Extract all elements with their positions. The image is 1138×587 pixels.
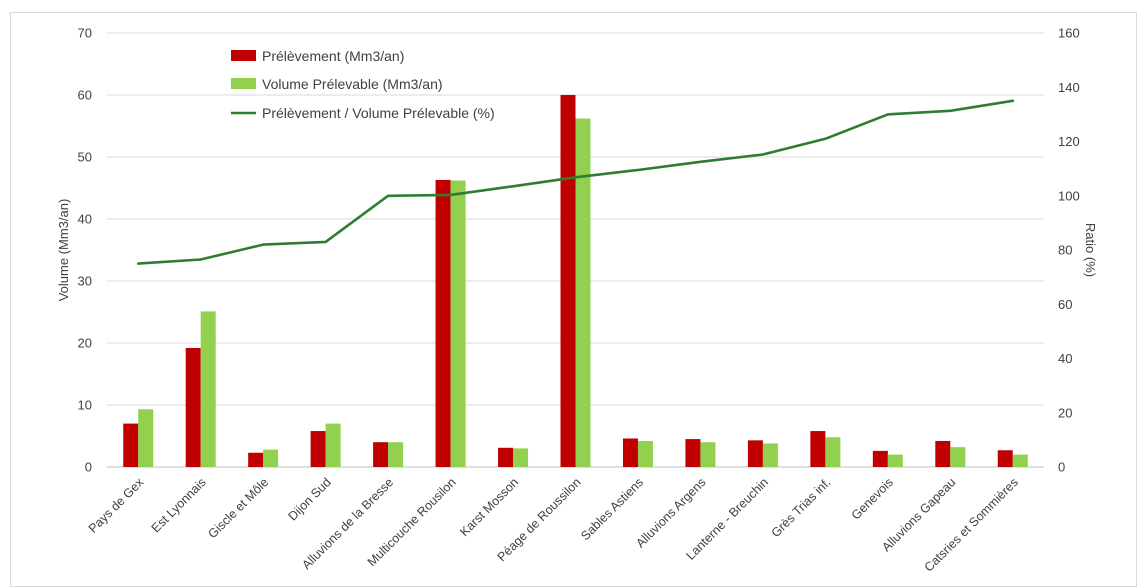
category-label: Pays de Gex xyxy=(86,475,147,536)
bar-prelevement xyxy=(498,447,514,467)
bar-prelevement xyxy=(622,438,638,467)
bar-volume-prelevable xyxy=(1012,454,1028,467)
bar-volume-prelevable xyxy=(325,423,341,467)
legend-label: Volume Prélevable (Mm3/an) xyxy=(262,76,443,92)
bar-volume-prelevable xyxy=(575,118,591,467)
left-axis-ticks: 0 10 20 30 40 50 60 70 xyxy=(78,26,92,475)
category-label: Est Lyonnais xyxy=(149,475,209,535)
left-tick-label: 0 xyxy=(85,460,92,475)
right-axis-title: Ratio (%) xyxy=(1083,223,1098,277)
right-tick-label: 120 xyxy=(1058,134,1080,149)
left-tick-label: 70 xyxy=(78,26,92,41)
bar-prelevement xyxy=(310,431,326,467)
left-tick-label: 30 xyxy=(78,274,92,289)
category-label: Genevois xyxy=(849,475,896,522)
left-tick-label: 10 xyxy=(78,398,92,413)
bar-volume-prelevable xyxy=(263,449,279,467)
right-axis-ticks: 0 20 40 60 80 100 120 140 160 xyxy=(1058,26,1080,475)
left-tick-label: 40 xyxy=(78,212,92,227)
legend-swatch xyxy=(231,50,256,61)
right-tick-label: 40 xyxy=(1058,351,1072,366)
left-axis-title: Volume (Mm3/an) xyxy=(56,199,71,302)
bar-volume-prelevable xyxy=(513,448,529,467)
right-tick-label: 20 xyxy=(1058,405,1072,420)
bar-volume-prelevable xyxy=(200,311,216,467)
bar-volume-prelevable xyxy=(388,442,404,467)
bar-prelevement xyxy=(560,95,576,467)
bars-layer xyxy=(123,95,1028,467)
legend: Prélèvement (Mm3/an) Volume Prélevable (M… xyxy=(231,48,495,121)
ratio-line xyxy=(136,99,1015,265)
category-label: Giscle et Môle xyxy=(205,475,271,541)
left-tick-label: 60 xyxy=(78,88,92,103)
bar-prelevement xyxy=(747,440,763,467)
right-tick-label: 160 xyxy=(1058,26,1080,41)
bar-prelevement xyxy=(373,442,389,467)
bar-volume-prelevable xyxy=(762,443,778,467)
right-tick-label: 0 xyxy=(1058,460,1065,475)
bar-prelevement xyxy=(185,347,201,467)
right-tick-label: 140 xyxy=(1058,80,1080,95)
bar-prelevement xyxy=(685,439,701,467)
bar-volume-prelevable xyxy=(637,440,653,467)
bar-prelevement xyxy=(435,179,451,467)
legend-label: Prélèvement (Mm3/an) xyxy=(262,48,404,64)
category-label: Dijon Sud xyxy=(286,475,334,523)
category-label: Grès Trias inf. xyxy=(769,475,834,540)
right-tick-label: 80 xyxy=(1058,243,1072,258)
category-label: Karst Mosson xyxy=(457,475,521,539)
legend-label: Prélèvement / Volume Prélevable (%) xyxy=(262,105,495,121)
bar-volume-prelevable xyxy=(700,442,716,467)
left-tick-label: 20 xyxy=(78,336,92,351)
category-label: Sables Astiens xyxy=(578,475,646,543)
bar-prelevement xyxy=(935,440,951,467)
bar-volume-prelevable xyxy=(887,454,903,467)
bar-volume-prelevable xyxy=(138,409,154,467)
bar-prelevement xyxy=(248,452,264,467)
bar-prelevement xyxy=(123,423,139,467)
bar-prelevement xyxy=(872,450,888,467)
bar-volume-prelevable xyxy=(450,180,466,467)
bar-prelevement xyxy=(997,450,1013,467)
bar-prelevement xyxy=(810,431,826,467)
bar-volume-prelevable xyxy=(825,437,841,467)
right-tick-label: 100 xyxy=(1058,188,1080,203)
right-tick-label: 60 xyxy=(1058,297,1072,312)
legend-swatch xyxy=(231,78,256,89)
left-tick-label: 50 xyxy=(78,150,92,165)
ratio-line-layer xyxy=(136,99,1015,265)
bar-volume-prelevable xyxy=(950,447,966,467)
